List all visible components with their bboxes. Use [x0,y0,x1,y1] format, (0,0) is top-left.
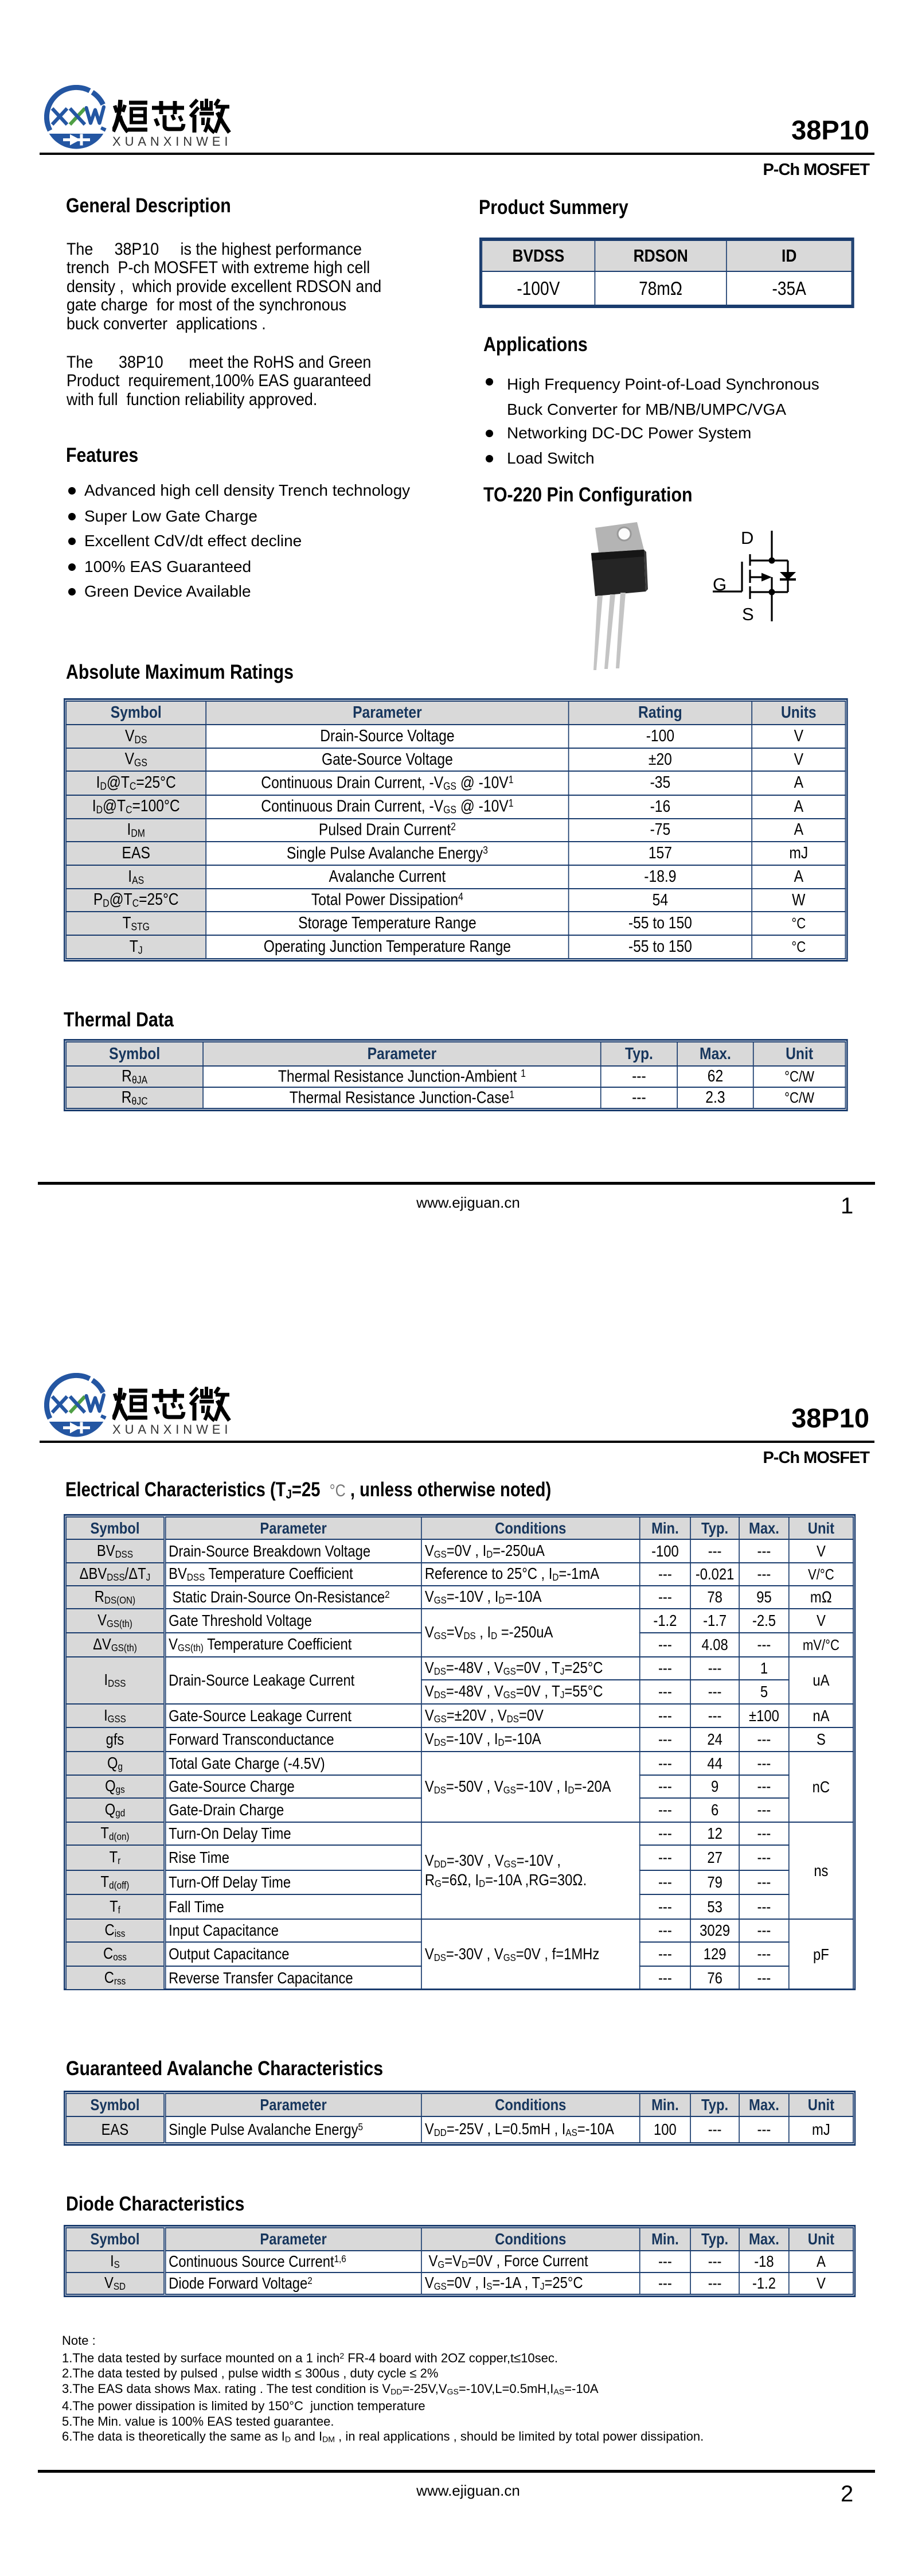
svg-text:D: D [741,528,753,548]
svg-text:G: G [713,574,727,594]
svg-text:S: S [742,604,754,624]
